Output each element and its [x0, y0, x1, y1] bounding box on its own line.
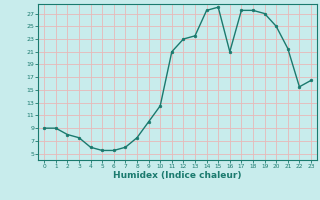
X-axis label: Humidex (Indice chaleur): Humidex (Indice chaleur)	[113, 171, 242, 180]
